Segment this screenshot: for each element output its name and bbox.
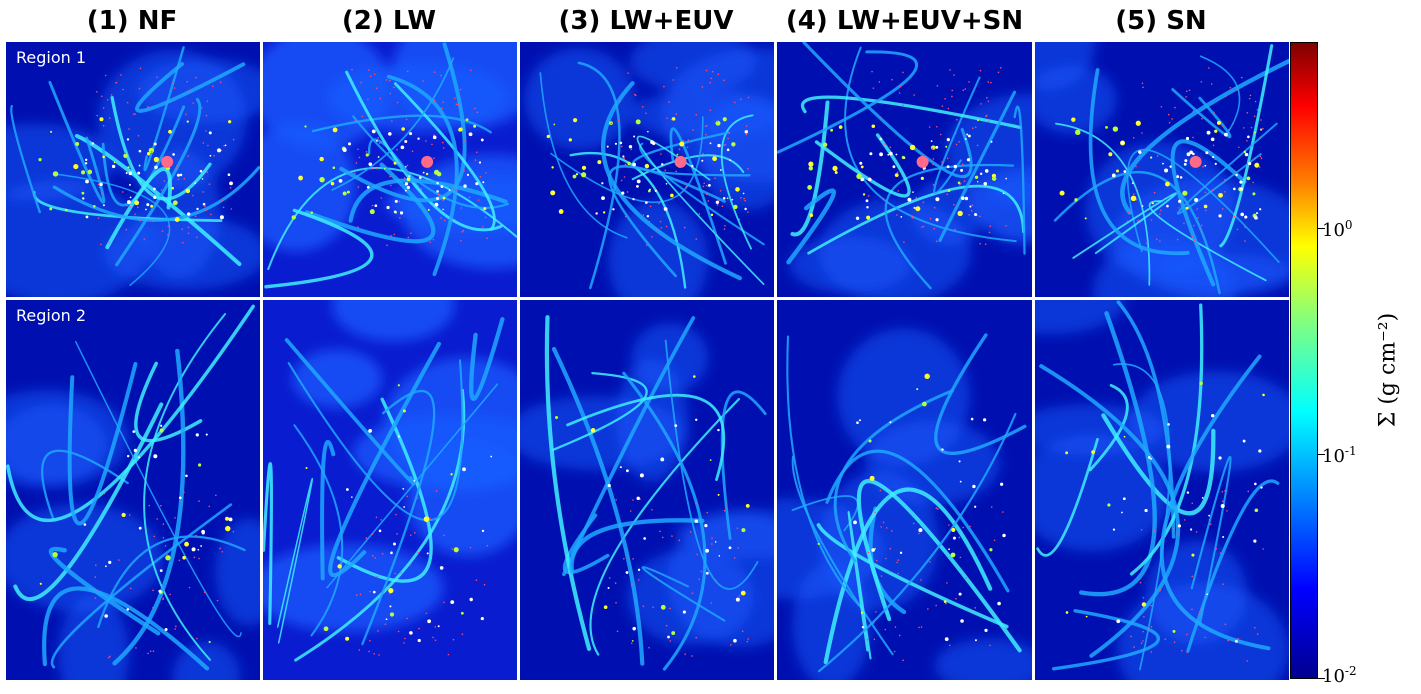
panel-region2-nf: Region 2 [6, 300, 260, 680]
panel-region1-lw [263, 42, 517, 297]
panel-region2-lw [263, 300, 517, 680]
region-label-1: Region 1 [16, 48, 87, 67]
density-map [1035, 42, 1289, 297]
panel-region1-lw-euv [520, 42, 774, 297]
panel-region1-sn [1035, 42, 1289, 297]
colorbar [1290, 42, 1318, 679]
density-map [520, 300, 774, 680]
panel-region2-sn [1035, 300, 1289, 680]
density-map [777, 42, 1032, 297]
density-map [6, 300, 260, 680]
panel-region1-lw-euv-sn [777, 42, 1032, 297]
column-title-lw-euv: (3) LW+EUV [558, 6, 734, 36]
colorbar-label: Σ (g cm⁻²) [1375, 312, 1401, 428]
colorbar-tick-label-1: 100 [1322, 218, 1353, 241]
panel-region1-nf: Region 1 [6, 42, 260, 297]
density-map [520, 42, 774, 297]
region-label-2: Region 2 [16, 306, 87, 325]
colorbar-tick-01 [1318, 454, 1325, 455]
panel-region2-lw-euv-sn [777, 300, 1032, 680]
colorbar-tick-label-01: 10-1 [1322, 444, 1357, 467]
column-title-lw: (2) LW [341, 6, 437, 36]
panel-region2-lw-euv [520, 300, 774, 680]
colorbar-tick-001 [1318, 678, 1325, 679]
column-title-lw-euv-sn: (4) LW+EUV+SN [785, 6, 1024, 36]
density-map [6, 42, 260, 297]
column-title-sn: (5) SN [1115, 6, 1207, 36]
colorbar-tick-1 [1318, 228, 1325, 229]
density-map [777, 300, 1032, 680]
density-map [263, 42, 517, 297]
colorbar-tick-label-001: 10-2 [1322, 664, 1357, 687]
density-map [263, 300, 517, 680]
density-map [1035, 300, 1289, 680]
column-title-nf: (1) NF [86, 6, 178, 36]
